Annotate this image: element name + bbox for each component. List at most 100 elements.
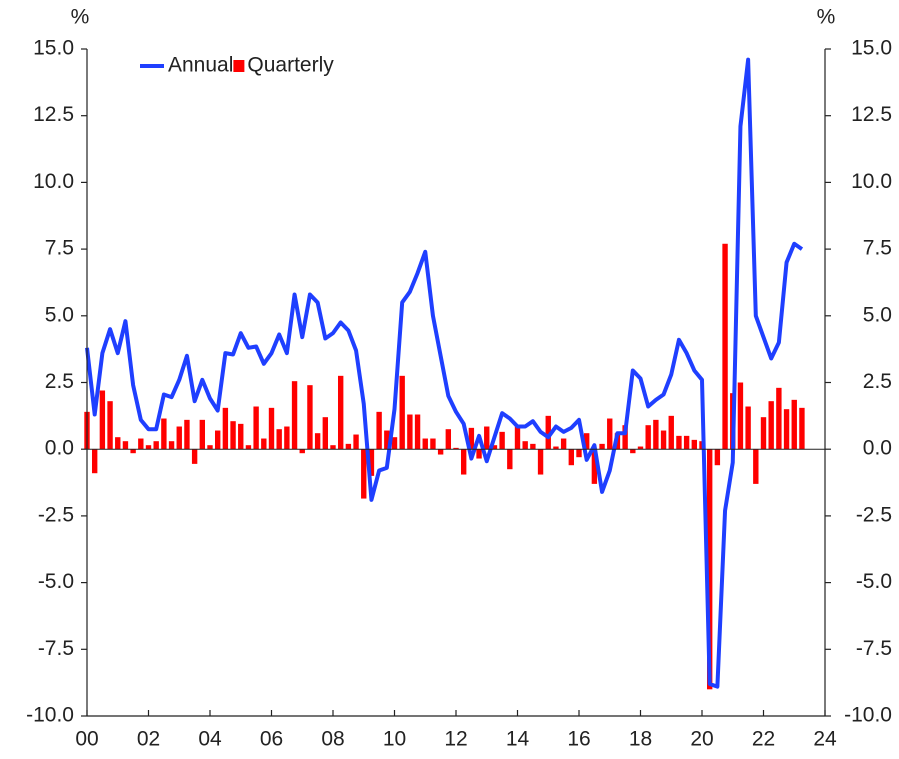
bar: [576, 449, 582, 458]
bar: [345, 443, 352, 450]
bar: [361, 449, 367, 499]
bar: [368, 449, 375, 476]
bar: [184, 419, 190, 450]
bar: [153, 441, 159, 450]
bar: [414, 414, 421, 450]
x-tick-label: 02: [137, 728, 160, 751]
bar: [507, 449, 513, 470]
bar: [168, 441, 175, 450]
bar: [407, 414, 413, 450]
bar: [776, 387, 782, 450]
bar: [499, 431, 505, 450]
bar: [660, 430, 667, 450]
x-tick-label: 16: [567, 728, 590, 751]
bar: [199, 419, 206, 450]
y2-tick-label: -5.0: [856, 570, 892, 593]
bar: [768, 401, 774, 450]
bar: [138, 438, 144, 450]
bar: [714, 449, 721, 466]
bar: [668, 415, 674, 450]
x-tick-label: 12: [444, 728, 467, 751]
bar: [583, 433, 590, 450]
x-tick-label: 18: [629, 728, 652, 751]
y-tick-label: 7.5: [45, 237, 74, 260]
bar: [268, 407, 275, 450]
bar: [384, 430, 390, 450]
y-axis-unit: %: [71, 6, 90, 29]
bar: [314, 433, 321, 450]
y-tick-label: -2.5: [38, 503, 74, 526]
bar: [276, 429, 282, 450]
legend-swatch: [233, 60, 245, 72]
bar: [245, 445, 252, 450]
bar: [191, 449, 198, 464]
bar: [537, 449, 544, 475]
bar: [353, 434, 359, 450]
bar: [330, 445, 336, 450]
bar: [691, 439, 698, 450]
bar: [422, 438, 428, 450]
y2-tick-label: 12.5: [851, 103, 892, 126]
bar: [337, 375, 344, 450]
x-tick-label: 08: [321, 728, 344, 751]
y2-tick-label: 5.0: [863, 303, 892, 326]
bar: [791, 399, 797, 450]
bar: [299, 449, 305, 454]
bar: [322, 417, 329, 450]
y2-tick-label: 0.0: [863, 437, 892, 460]
y-tick-label: 2.5: [45, 370, 74, 393]
bar: [399, 375, 405, 450]
y2-tick-label: 10.0: [851, 170, 892, 193]
bar: [753, 449, 759, 484]
y-tick-label: 5.0: [45, 303, 74, 326]
bar: [491, 445, 498, 450]
bar: [560, 438, 567, 450]
bar: [107, 401, 113, 450]
x-tick-label: 20: [690, 728, 713, 751]
bar: [99, 390, 106, 450]
y-tick-label: 12.5: [33, 103, 74, 126]
bar: [622, 425, 628, 450]
bar: [145, 445, 152, 450]
bar: [514, 426, 521, 450]
bar: [468, 427, 475, 450]
bar: [737, 382, 744, 450]
bar: [607, 418, 613, 450]
x-tick-label: 00: [75, 728, 98, 751]
bar: [453, 447, 459, 450]
bar: [161, 418, 167, 450]
y-tick-label: -7.5: [38, 637, 74, 660]
bar: [722, 243, 728, 450]
bar: [653, 419, 659, 450]
bar: [430, 438, 436, 450]
bar: [460, 449, 467, 475]
legend-label: Quarterly: [247, 54, 334, 77]
y2-tick-label: -2.5: [856, 503, 892, 526]
bar: [253, 406, 259, 450]
bar: [745, 406, 751, 450]
x-tick-label: 24: [813, 728, 837, 751]
bar: [291, 381, 298, 450]
bar: [230, 421, 236, 450]
bar: [637, 446, 644, 450]
y2-tick-label: -7.5: [856, 637, 892, 660]
bar: [476, 449, 482, 459]
bar: [760, 417, 767, 450]
y2-tick-label: -10.0: [844, 704, 892, 727]
bar: [599, 443, 605, 450]
y-tick-label: 0.0: [45, 437, 74, 460]
x-tick-label: 10: [383, 728, 406, 751]
bar: [207, 445, 213, 450]
bar: [176, 426, 182, 450]
bar: [376, 411, 382, 450]
bar: [284, 426, 290, 450]
x-tick-label: 06: [260, 728, 283, 751]
y-tick-label: -5.0: [38, 570, 74, 593]
line: [85, 57, 804, 689]
bar: [783, 409, 790, 450]
y2-tick-label: 7.5: [863, 237, 892, 260]
bar: [706, 449, 713, 690]
bar: [530, 443, 536, 450]
bar: [238, 423, 244, 450]
bar: [122, 441, 129, 450]
